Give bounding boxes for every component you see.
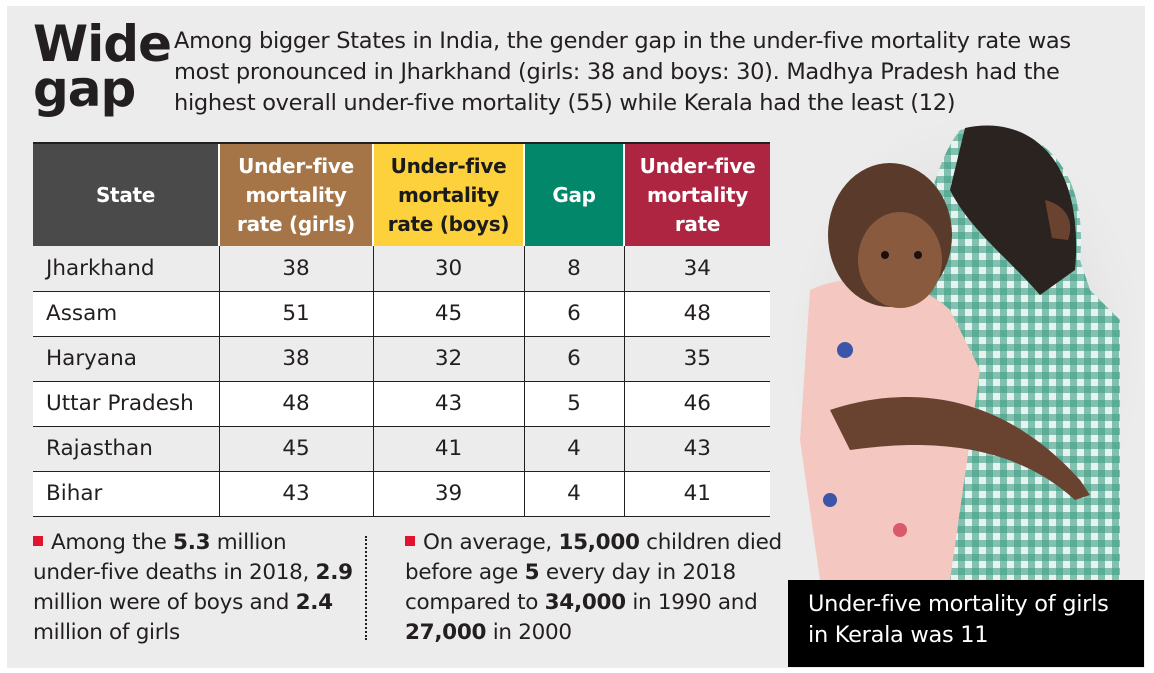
note-text-run: million were of boys and bbox=[33, 590, 296, 615]
note-text-run: million under-five deaths in 2018, bbox=[33, 530, 316, 585]
overall-rate-cell: 41 bbox=[623, 471, 770, 517]
overall-rate-cell: 43 bbox=[623, 426, 770, 472]
overall-rate-cell: 48 bbox=[623, 291, 770, 337]
highlight-number: 5 bbox=[524, 560, 540, 585]
header-line: Gap bbox=[552, 182, 596, 207]
table-row: Bihar 43 39 4 41 bbox=[33, 471, 770, 517]
highlight-number: 5.3 bbox=[173, 530, 211, 555]
girls-rate-cell: 45 bbox=[218, 426, 373, 472]
girls-rate-cell: 43 bbox=[218, 471, 373, 517]
overall-rate-cell: 34 bbox=[623, 246, 770, 292]
bullet-icon bbox=[33, 536, 43, 546]
header-overall-rate: Under-five mortality rate bbox=[623, 142, 770, 246]
header-line: Under-five bbox=[639, 153, 756, 178]
overall-rate-cell: 46 bbox=[623, 381, 770, 427]
older-child-head bbox=[950, 125, 1077, 296]
dotted-divider bbox=[365, 536, 367, 640]
note-text-run: Among the bbox=[51, 530, 174, 555]
state-cell: Uttar Pradesh bbox=[33, 381, 219, 427]
note-left-text: Among the 5.3 million under-five deaths … bbox=[33, 530, 353, 645]
boys-rate-cell: 43 bbox=[372, 381, 524, 427]
header-line: rate (boys) bbox=[387, 211, 510, 236]
state-cell: Jharkhand bbox=[33, 246, 219, 292]
gap-cell: 6 bbox=[523, 336, 624, 382]
note-text-run: On average, bbox=[423, 530, 559, 555]
title-line-2: gap bbox=[33, 60, 136, 118]
table-row: Assam 51 45 6 48 bbox=[33, 291, 770, 337]
children-photo bbox=[790, 120, 1142, 580]
bullet-icon bbox=[405, 536, 415, 546]
photo-caption: Under-five mortality of girls in Kerala … bbox=[788, 580, 1144, 667]
girls-rate-cell: 38 bbox=[218, 246, 373, 292]
highlight-number: 34,000 bbox=[544, 590, 626, 615]
header-girls-rate: Under-five mortality rate (girls) bbox=[218, 142, 373, 246]
table-row: Uttar Pradesh 48 43 5 46 bbox=[33, 381, 770, 427]
highlight-number: 2.4 bbox=[295, 590, 333, 615]
gap-cell: 6 bbox=[523, 291, 624, 337]
table-row: Rajasthan 45 41 4 43 bbox=[33, 426, 770, 472]
table-body: Jharkhand 38 30 8 34 Assam 51 45 6 48 Haryana 38 32 6… bbox=[33, 246, 770, 517]
header-line: mortality bbox=[245, 182, 347, 207]
note-right: On average, 15,000 children died before … bbox=[405, 528, 785, 648]
boys-rate-cell: 39 bbox=[372, 471, 524, 517]
intro-text: Among bigger States in India, the gender… bbox=[174, 28, 1071, 116]
arm bbox=[830, 396, 1090, 500]
boys-rate-cell: 30 bbox=[372, 246, 524, 292]
girls-rate-cell: 38 bbox=[218, 336, 373, 382]
header-boys-rate: Under-five mortality rate (boys) bbox=[372, 142, 524, 246]
gap-cell: 4 bbox=[523, 471, 624, 517]
boys-rate-cell: 45 bbox=[372, 291, 524, 337]
header-line: rate bbox=[674, 211, 721, 236]
boys-rate-cell: 32 bbox=[372, 336, 524, 382]
header-line: Under-five bbox=[238, 153, 354, 178]
overall-rate-cell: 35 bbox=[623, 336, 770, 382]
highlight-number: 2.9 bbox=[315, 560, 353, 585]
header-line: Under-five bbox=[390, 153, 507, 178]
infographic-title: Wide gap bbox=[33, 15, 172, 118]
girls-rate-cell: 51 bbox=[218, 291, 373, 337]
note-text-run: in 2000 bbox=[486, 620, 572, 645]
table-row: Haryana 38 32 6 35 bbox=[33, 336, 770, 382]
boys-rate-cell: 41 bbox=[372, 426, 524, 472]
title-line-1: Wide bbox=[33, 15, 172, 73]
girls-rate-cell: 48 bbox=[218, 381, 373, 427]
gap-cell: 8 bbox=[523, 246, 624, 292]
header-line: State bbox=[95, 182, 156, 207]
header-state: State bbox=[33, 142, 219, 246]
highlight-number: 15,000 bbox=[558, 530, 640, 555]
state-cell: Haryana bbox=[33, 336, 219, 382]
note-text-run: children died before age bbox=[405, 530, 782, 585]
note-right-text: On average, 15,000 children died before … bbox=[405, 530, 782, 645]
note-text-run: every day in 2018 compared to bbox=[405, 560, 736, 615]
note-text-run: million of girls bbox=[33, 620, 180, 645]
header-line: mortality bbox=[397, 182, 500, 207]
state-cell: Rajasthan bbox=[33, 426, 219, 472]
state-cell: Bihar bbox=[33, 471, 219, 517]
mortality-table: State Under-five mortality rate (girls) Un… bbox=[33, 142, 770, 517]
header-line: mortality bbox=[646, 182, 749, 207]
younger-child-face bbox=[858, 212, 942, 308]
gap-cell: 4 bbox=[523, 426, 624, 472]
gap-cell: 5 bbox=[523, 381, 624, 427]
children-photo-illustration bbox=[791, 120, 1141, 580]
table-row: Jharkhand 38 30 8 34 bbox=[33, 246, 770, 292]
note-left: Among the 5.3 million under-five deaths … bbox=[33, 528, 353, 648]
highlight-number: 27,000 bbox=[405, 620, 487, 645]
state-cell: Assam bbox=[33, 291, 219, 337]
note-text-run: in 1990 and bbox=[625, 590, 758, 615]
header-line: rate (girls) bbox=[237, 211, 355, 236]
table-header-row: State Under-five mortality rate (girls) Un… bbox=[33, 142, 770, 246]
hand bbox=[1045, 200, 1071, 240]
header-gap: Gap bbox=[523, 142, 624, 246]
